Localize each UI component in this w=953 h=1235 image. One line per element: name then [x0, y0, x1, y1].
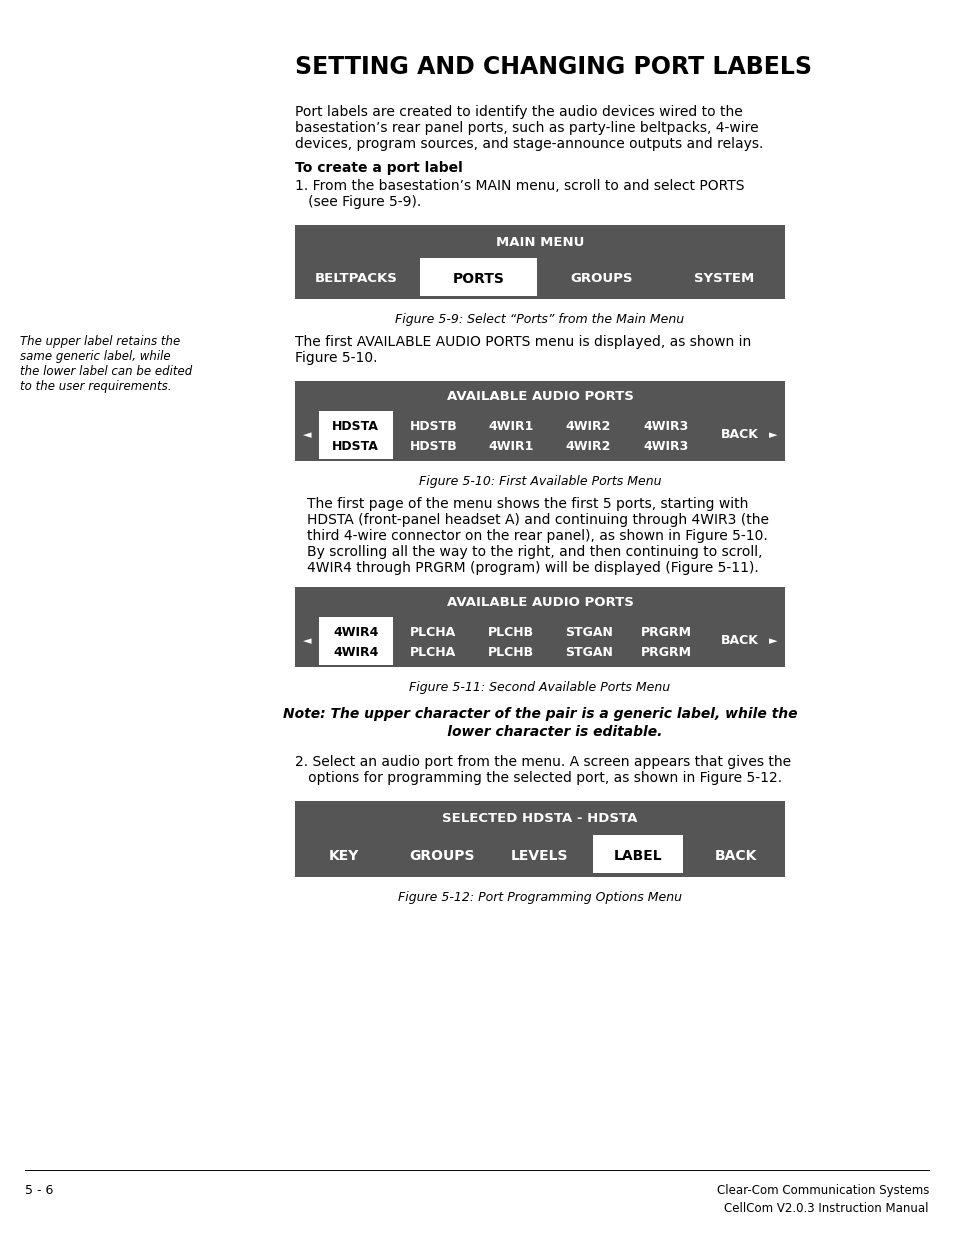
- Text: Figure 5-12: Port Programming Options Menu: Figure 5-12: Port Programming Options Me…: [397, 890, 681, 904]
- Text: 4WIR4: 4WIR4: [333, 626, 378, 638]
- Text: AVAILABLE AUDIO PORTS: AVAILABLE AUDIO PORTS: [446, 597, 633, 610]
- Text: third 4-wire connector on the rear panel), as shown in Figure 5-10.: third 4-wire connector on the rear panel…: [307, 529, 767, 543]
- Text: HDSTB: HDSTB: [409, 440, 456, 453]
- Text: BACK: BACK: [720, 635, 759, 647]
- Text: BELTPACKS: BELTPACKS: [314, 273, 397, 285]
- Text: PRGRM: PRGRM: [640, 626, 691, 638]
- Text: The upper label retains the: The upper label retains the: [20, 335, 180, 348]
- Text: Port labels are created to identify the audio devices wired to the: Port labels are created to identify the …: [294, 105, 742, 119]
- Text: 4WIR4: 4WIR4: [333, 646, 378, 659]
- Text: Figure 5-10: First Available Ports Menu: Figure 5-10: First Available Ports Menu: [418, 475, 660, 488]
- Text: By scrolling all the way to the right, and then continuing to scroll,: By scrolling all the way to the right, a…: [307, 545, 761, 559]
- Text: PORTS: PORTS: [453, 272, 504, 287]
- Text: PLCHB: PLCHB: [487, 646, 534, 659]
- Text: ►: ►: [768, 636, 776, 646]
- Text: 4WIR3: 4WIR3: [643, 440, 688, 453]
- Text: MAIN MENU: MAIN MENU: [496, 236, 583, 248]
- FancyBboxPatch shape: [593, 835, 682, 873]
- Text: PRGRM: PRGRM: [640, 646, 691, 659]
- Text: Figure 5-11: Second Available Ports Menu: Figure 5-11: Second Available Ports Menu: [409, 680, 670, 694]
- Text: HDSTA (front-panel headset A) and continuing through 4WIR3 (the: HDSTA (front-panel headset A) and contin…: [307, 513, 768, 527]
- FancyBboxPatch shape: [318, 618, 393, 664]
- Text: ◄: ◄: [303, 636, 312, 646]
- Text: options for programming the selected port, as shown in Figure 5-12.: options for programming the selected por…: [294, 771, 781, 785]
- Text: basestation’s rear panel ports, such as party-line beltpacks, 4-wire: basestation’s rear panel ports, such as …: [294, 121, 758, 135]
- Text: SYSTEM: SYSTEM: [693, 273, 753, 285]
- Text: 4WIR4 through PRGRM (program) will be displayed (Figure 5-11).: 4WIR4 through PRGRM (program) will be di…: [307, 561, 758, 576]
- Text: 4WIR2: 4WIR2: [565, 420, 611, 432]
- Text: Note: The upper character of the pair is a generic label, while the: Note: The upper character of the pair is…: [282, 706, 797, 721]
- Text: BACK: BACK: [714, 848, 757, 863]
- Text: same generic label, while: same generic label, while: [20, 350, 171, 363]
- Text: 4WIR2: 4WIR2: [565, 440, 611, 453]
- Text: 4WIR3: 4WIR3: [643, 420, 688, 432]
- Text: LABEL: LABEL: [613, 848, 661, 863]
- Text: (see Figure 5-9).: (see Figure 5-9).: [294, 195, 421, 209]
- Text: STGAN: STGAN: [564, 646, 612, 659]
- Text: GROUPS: GROUPS: [409, 848, 475, 863]
- Text: 4WIR1: 4WIR1: [488, 440, 533, 453]
- Text: 2. Select an audio port from the menu. A screen appears that gives the: 2. Select an audio port from the menu. A…: [294, 755, 790, 769]
- Text: PLCHA: PLCHA: [410, 626, 456, 638]
- Text: lower character is editable.: lower character is editable.: [417, 725, 661, 739]
- Text: To create a port label: To create a port label: [294, 161, 462, 175]
- Text: PLCHB: PLCHB: [487, 626, 534, 638]
- Text: SETTING AND CHANGING PORT LABELS: SETTING AND CHANGING PORT LABELS: [294, 56, 811, 79]
- Text: AVAILABLE AUDIO PORTS: AVAILABLE AUDIO PORTS: [446, 390, 633, 404]
- Text: to the user requirements.: to the user requirements.: [20, 380, 172, 393]
- FancyBboxPatch shape: [294, 802, 784, 877]
- Text: HDSTB: HDSTB: [409, 420, 456, 432]
- Text: HDSTA: HDSTA: [332, 440, 379, 453]
- Text: HDSTA: HDSTA: [332, 420, 379, 432]
- Text: LEVELS: LEVELS: [511, 848, 568, 863]
- Text: STGAN: STGAN: [564, 626, 612, 638]
- FancyBboxPatch shape: [294, 382, 784, 461]
- Text: Figure 5-10.: Figure 5-10.: [294, 351, 377, 366]
- Text: 4WIR1: 4WIR1: [488, 420, 533, 432]
- Text: devices, program sources, and stage-announce outputs and relays.: devices, program sources, and stage-anno…: [294, 137, 762, 151]
- Text: 1. From the basestation’s MAIN menu, scroll to and select PORTS: 1. From the basestation’s MAIN menu, scr…: [294, 179, 743, 193]
- Text: KEY: KEY: [329, 848, 359, 863]
- Text: ►: ►: [768, 430, 776, 440]
- Text: Figure 5-9: Select “Ports” from the Main Menu: Figure 5-9: Select “Ports” from the Main…: [395, 312, 684, 326]
- Text: the lower label can be edited: the lower label can be edited: [20, 366, 193, 378]
- Text: Clear-Com Communication Systems
CellCom V2.0.3 Instruction Manual: Clear-Com Communication Systems CellCom …: [716, 1184, 928, 1215]
- Text: GROUPS: GROUPS: [569, 273, 632, 285]
- Text: BACK: BACK: [720, 429, 759, 441]
- FancyBboxPatch shape: [294, 587, 784, 667]
- FancyBboxPatch shape: [294, 225, 784, 299]
- Text: SELECTED HDSTA - HDSTA: SELECTED HDSTA - HDSTA: [442, 811, 637, 825]
- FancyBboxPatch shape: [420, 258, 537, 296]
- Text: The first AVAILABLE AUDIO PORTS menu is displayed, as shown in: The first AVAILABLE AUDIO PORTS menu is …: [294, 335, 750, 350]
- Text: 5 - 6: 5 - 6: [25, 1184, 53, 1197]
- Text: The first page of the menu shows the first 5 ports, starting with: The first page of the menu shows the fir…: [307, 496, 747, 511]
- Text: PLCHA: PLCHA: [410, 646, 456, 659]
- Text: ◄: ◄: [303, 430, 312, 440]
- FancyBboxPatch shape: [318, 411, 393, 459]
